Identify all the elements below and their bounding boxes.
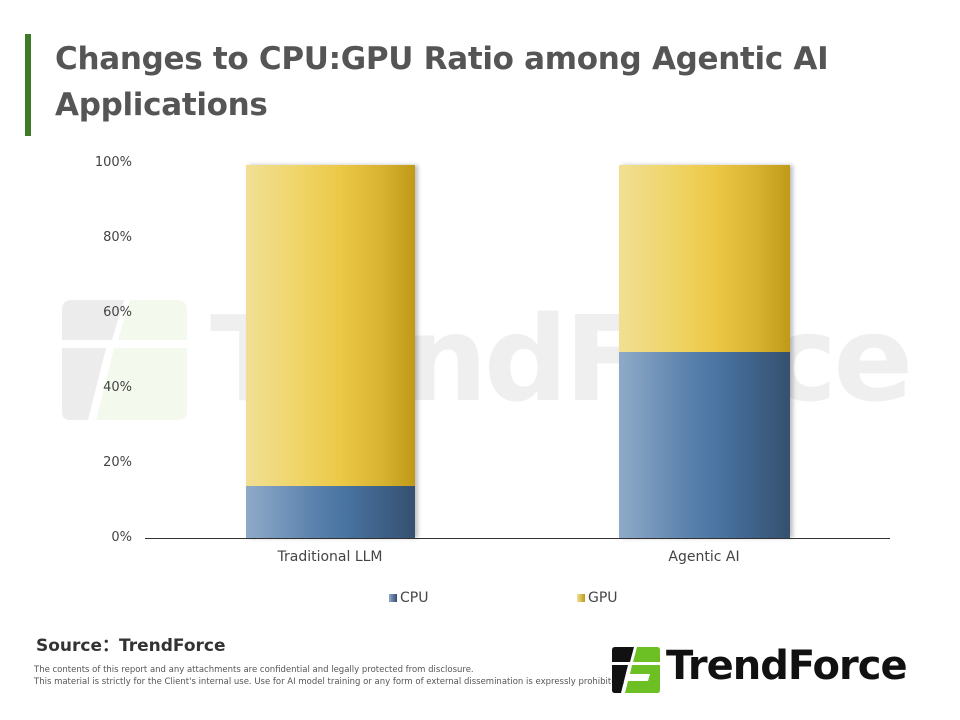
gpu-swatch-icon bbox=[577, 594, 585, 602]
x-label-agentic-ai: Agentic AI bbox=[668, 549, 740, 565]
y-tick-0: 0% bbox=[111, 530, 132, 545]
bar-segment-cpu bbox=[246, 485, 415, 538]
trendforce-logo: TrendForce bbox=[612, 643, 932, 695]
legend-label-cpu: CPU bbox=[400, 590, 429, 606]
cpu-swatch-icon bbox=[389, 594, 397, 602]
disclaimer-line-1: The contents of this report and any atta… bbox=[34, 665, 474, 675]
disclaimer: The contents of this report and any atta… bbox=[34, 664, 625, 688]
y-tick-20: 20% bbox=[103, 455, 132, 470]
legend-item-cpu: CPU bbox=[389, 590, 428, 606]
legend-item-gpu: GPU bbox=[577, 590, 618, 606]
title-accent-bar bbox=[25, 34, 31, 136]
bar-segment-gpu bbox=[246, 165, 415, 486]
x-label-traditional-llm: Traditional LLM bbox=[277, 549, 383, 565]
source-label: Source：TrendForce bbox=[36, 636, 226, 656]
x-axis-line bbox=[145, 538, 890, 539]
y-tick-80: 80% bbox=[103, 230, 132, 245]
legend-label-gpu: GPU bbox=[588, 590, 618, 606]
bar-segment-gpu bbox=[619, 165, 790, 352]
bar-segment-cpu bbox=[619, 351, 790, 538]
trendforce-logo-icon bbox=[612, 647, 660, 693]
page-title: Changes to CPU:GPU Ratio among Agentic A… bbox=[55, 41, 829, 123]
y-tick-100: 100% bbox=[94, 155, 132, 170]
trendforce-logo-text: TrendForce bbox=[666, 643, 908, 689]
y-tick-40: 40% bbox=[103, 380, 132, 395]
bar-traditional-llm bbox=[246, 165, 415, 538]
y-tick-60: 60% bbox=[103, 305, 132, 320]
bar-agentic-ai bbox=[619, 165, 790, 538]
disclaimer-line-2: This material is strictly for the Client… bbox=[34, 677, 625, 687]
